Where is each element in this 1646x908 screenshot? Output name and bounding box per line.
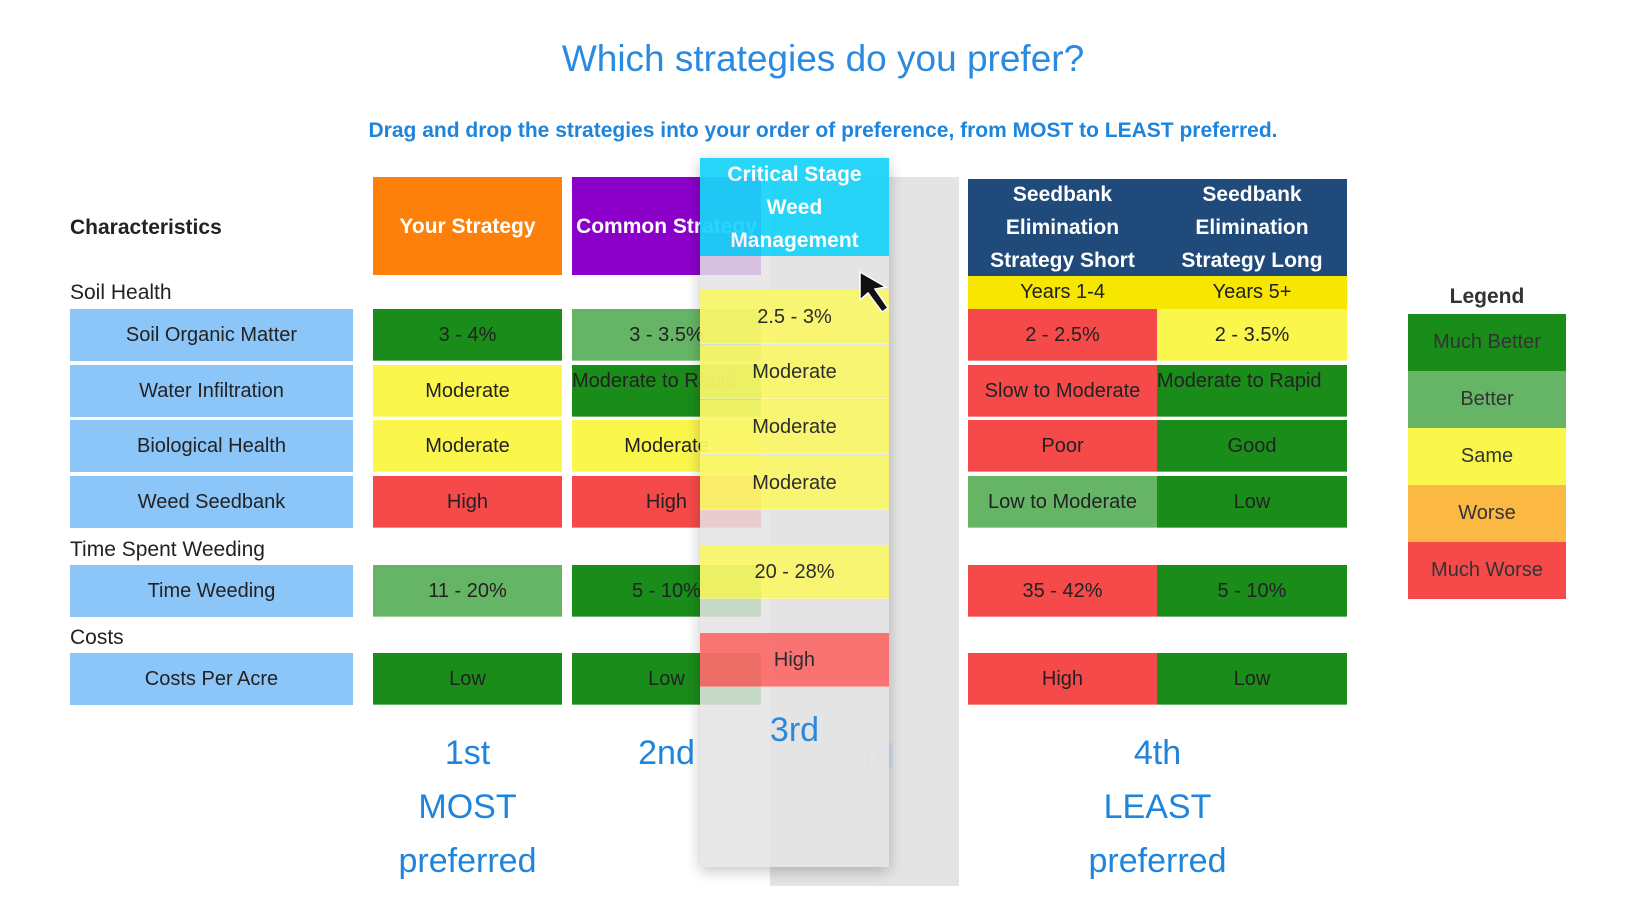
characteristics-header: Characteristics: [70, 216, 222, 239]
legend-item-worse: Worse: [1408, 485, 1566, 542]
row-label: Biological Health: [70, 420, 353, 472]
legend-title: Legend: [1449, 285, 1525, 308]
section-costs: Costs: [70, 626, 124, 649]
page-title: Which strategies do you prefer?: [561, 38, 1085, 79]
strategy-column[interactable]: Seedbank Elimination Strategy Long Years …: [1157, 0, 1347, 900]
rating-cell: 2 - 2.5%: [968, 309, 1157, 361]
rating-cell: 20 - 28%: [700, 545, 889, 599]
rating-cell: 35 - 42%: [968, 565, 1157, 617]
rating-cell: Moderate: [373, 365, 562, 417]
rating-cell: Low: [1157, 476, 1347, 528]
rating-cell: Moderate: [700, 456, 889, 510]
legend-item-same: Same: [1408, 428, 1566, 485]
strategy-column[interactable]: Your Strategy 3 - 4% Moderate Moderate High 1…: [373, 0, 562, 900]
rank-line: 2nd: [638, 734, 695, 772]
rating-cell: 3 - 4%: [373, 309, 562, 361]
strategy-card-dragging[interactable]: Critical Stage Weed Management 2.5 - 3% Mo…: [700, 158, 889, 867]
row-label: Costs Per Acre: [70, 653, 353, 705]
rank-line: 1st: [444, 734, 491, 772]
legend-item-better: Better: [1408, 371, 1566, 428]
rank-4th: 4th LEAST preferred: [968, 726, 1347, 888]
rank-line: MOST: [418, 788, 517, 826]
rating-cell: Low: [1157, 653, 1347, 705]
row-label: Weed Seedbank: [70, 476, 353, 528]
rating-cell: High: [700, 633, 889, 687]
row-label: Time Weeding: [70, 565, 353, 617]
rank-label: 2nd: [572, 726, 761, 780]
strategy-header[interactable]: Seedbank Elimination Strategy Short: [968, 179, 1157, 276]
rank-sub: preferred: [1088, 842, 1227, 880]
rating-cell: Moderate: [373, 420, 562, 472]
rating-cell: Low: [373, 653, 562, 705]
rating-cell: High: [373, 476, 562, 528]
rating-cell: 2 - 3.5%: [1157, 309, 1347, 361]
rank-line: 3rd: [769, 711, 820, 749]
rating-cell: Low to Moderate: [968, 476, 1157, 528]
strategy-header[interactable]: Your Strategy: [373, 177, 562, 275]
rank-label: 3rd: [700, 703, 889, 757]
rank-label: LEAST: [1103, 788, 1212, 826]
years-label: Years 1-4: [968, 276, 1157, 309]
rank-number: 4th: [1133, 734, 1182, 772]
rating-cell: High: [968, 653, 1157, 705]
rating-cell: 11 - 20%: [373, 565, 562, 617]
section-time-spent-weeding: Time Spent Weeding: [70, 538, 265, 561]
row-label: Water Infiltration: [70, 365, 353, 417]
rating-cell: 2.5 - 3%: [700, 290, 889, 344]
section-soil-health: Soil Health: [70, 281, 172, 304]
rating-cell: Poor: [968, 420, 1157, 472]
row-label: Soil Organic Matter: [70, 309, 353, 361]
strategy-header[interactable]: Critical Stage Weed Management: [700, 158, 889, 256]
strategy-header[interactable]: Seedbank Elimination Strategy Long: [1157, 179, 1347, 276]
rank-line: preferred: [398, 842, 537, 880]
instructions: Drag and drop the strategies into your o…: [368, 119, 1278, 142]
rank-label: 1st MOST preferred: [373, 726, 562, 888]
arrow-pointer-icon: [859, 270, 890, 314]
strategy-column[interactable]: Seedbank Elimination Strategy Short Years…: [968, 0, 1157, 900]
legend-item-much-worse: Much Worse: [1408, 542, 1566, 599]
legend-item-much-better: Much Better: [1408, 314, 1566, 371]
years-label: Years 5+: [1157, 276, 1347, 309]
rating-cell: Moderate: [700, 400, 889, 454]
rating-cell: Moderate to Rapid: [1157, 365, 1347, 417]
rating-cell: 5 - 10%: [1157, 565, 1347, 617]
rating-cell: Moderate: [700, 345, 889, 399]
rating-cell: Slow to Moderate: [968, 365, 1157, 417]
rating-cell: Good: [1157, 420, 1347, 472]
